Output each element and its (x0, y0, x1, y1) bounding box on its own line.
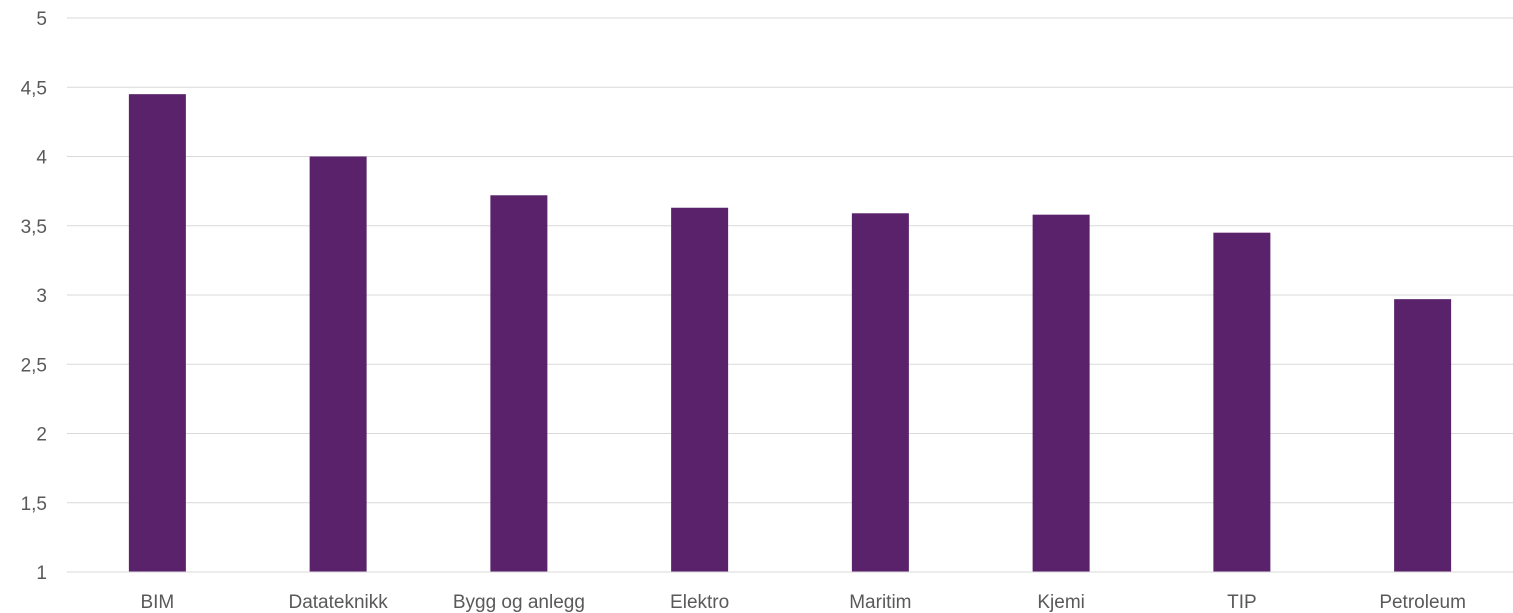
bar-bygg-og-anlegg (490, 195, 548, 572)
y-tick-label: 3,5 (21, 217, 47, 238)
y-tick-label: 1,5 (21, 494, 47, 515)
bar-petroleum (1394, 299, 1452, 572)
y-tick-label: 2,5 (21, 355, 47, 376)
bar-elektro (671, 207, 729, 572)
y-tick-label: 1 (36, 563, 47, 584)
gridlines (67, 17, 1513, 504)
x-category-label: Kjemi (1037, 592, 1085, 613)
x-category-label: BIM (140, 592, 174, 613)
bar-tip (1213, 232, 1271, 573)
y-tick-label: 4 (36, 148, 47, 169)
bar-bim (128, 94, 186, 573)
x-category-label: Petroleum (1379, 592, 1466, 613)
y-tick-label: 5 (36, 9, 47, 30)
x-category-label: Elektro (670, 592, 729, 613)
y-tick-label: 2 (36, 425, 47, 446)
x-category-label: TIP (1227, 592, 1257, 613)
bar-maritim (851, 213, 909, 572)
x-axis-category-labels: BIM Datateknikk Bygg og anlegg Elektro Marit… (140, 592, 1465, 613)
x-category-label: Bygg og anlegg (453, 592, 585, 613)
bar-kjemi (1032, 214, 1090, 573)
y-axis-tick-labels: 1 1,5 2 2,5 3 3,5 4 4,5 5 (21, 9, 48, 584)
bars (128, 94, 1452, 573)
bar-datateknikk (309, 156, 367, 572)
y-tick-label: 4,5 (21, 78, 47, 99)
x-category-label: Datateknikk (288, 592, 388, 613)
y-tick-label: 3 (36, 286, 47, 307)
x-category-label: Maritim (849, 592, 911, 613)
